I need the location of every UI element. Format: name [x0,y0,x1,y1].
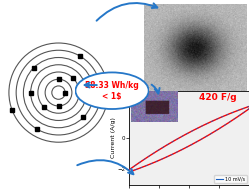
Text: < 1$: < 1$ [102,92,122,101]
Text: 420 F/g: 420 F/g [199,93,237,102]
Ellipse shape [75,72,149,109]
Y-axis label: Current (A/g): Current (A/g) [111,118,116,158]
Text: 58.33 Wh/kg: 58.33 Wh/kg [85,81,139,90]
Legend: 10 mV/s: 10 mV/s [214,175,247,183]
